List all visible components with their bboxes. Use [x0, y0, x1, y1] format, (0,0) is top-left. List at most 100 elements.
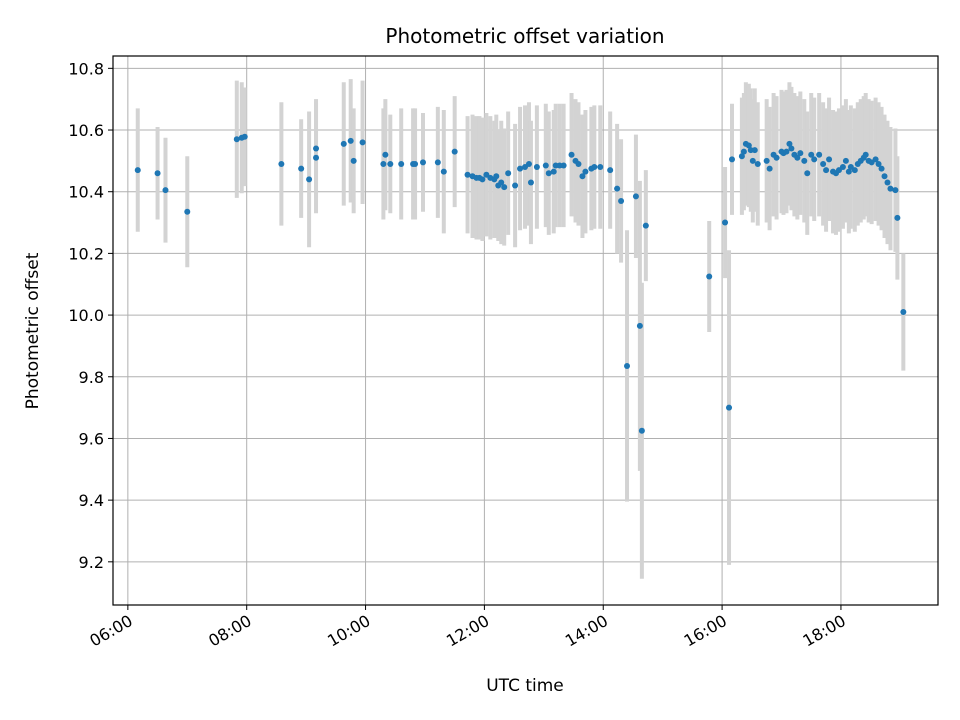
data-point	[878, 165, 885, 172]
data-point	[505, 170, 512, 177]
data-point	[862, 151, 869, 158]
data-point	[894, 214, 901, 221]
data-point	[766, 165, 773, 172]
data-point	[512, 182, 519, 189]
data-point	[773, 154, 780, 161]
data-point	[875, 160, 882, 167]
data-point	[134, 167, 141, 174]
data-point	[749, 157, 756, 164]
data-point	[350, 157, 357, 164]
plot-frame	[112, 55, 939, 606]
y-tick-label: 10.2	[68, 244, 104, 263]
data-point	[313, 154, 320, 161]
data-point	[706, 273, 713, 280]
data-point	[597, 164, 604, 171]
data-point	[607, 167, 614, 174]
data-point	[550, 168, 557, 175]
data-point	[387, 160, 394, 167]
data-point	[451, 148, 458, 155]
y-axis-ticks: 9.2 9.4 9.6 9.8 10.0 10.2 10.4 10.6 10.8	[68, 59, 113, 572]
data-point	[525, 160, 532, 167]
data-point	[419, 159, 426, 166]
data-point	[542, 162, 549, 169]
data-point	[728, 156, 735, 163]
data-point	[808, 151, 815, 158]
data-point	[726, 404, 733, 411]
y-tick-label: 10.6	[68, 121, 104, 140]
data-point	[479, 176, 486, 183]
data-point	[763, 157, 770, 164]
data-point	[738, 153, 745, 160]
data-point	[313, 145, 320, 152]
data-point	[786, 140, 793, 147]
data-point	[527, 179, 534, 186]
data-point	[380, 160, 387, 167]
data-point	[434, 159, 441, 166]
data-point	[851, 167, 858, 174]
data-point	[533, 164, 540, 171]
data-point	[154, 170, 161, 177]
data-point	[560, 162, 567, 169]
data-point	[842, 157, 849, 164]
data-point	[881, 173, 888, 180]
y-tick-label: 9.2	[79, 553, 104, 572]
y-tick-label: 9.6	[79, 429, 104, 448]
data-point	[820, 160, 827, 167]
data-point	[278, 160, 285, 167]
data-point	[579, 173, 586, 180]
data-point	[340, 140, 347, 147]
data-point	[241, 133, 248, 140]
data-point	[501, 184, 508, 191]
data-markers	[134, 133, 907, 434]
y-tick-label: 10.4	[68, 183, 104, 202]
data-point	[618, 197, 625, 204]
data-point	[745, 142, 752, 149]
data-point	[493, 173, 500, 180]
data-point	[545, 170, 552, 177]
data-point	[347, 137, 354, 144]
data-point	[642, 222, 649, 229]
data-point	[892, 187, 899, 194]
data-point	[754, 160, 761, 167]
data-point	[464, 171, 471, 178]
data-point	[794, 154, 801, 161]
data-point	[845, 168, 852, 175]
data-point	[184, 208, 191, 215]
data-point	[582, 168, 589, 175]
data-point	[887, 185, 894, 192]
data-point	[498, 179, 505, 186]
data-point	[575, 160, 582, 167]
data-point	[440, 168, 447, 175]
data-point	[801, 157, 808, 164]
data-point	[162, 187, 169, 194]
data-point	[636, 322, 643, 329]
data-point	[614, 185, 621, 192]
data-point	[412, 160, 419, 167]
y-tick-label: 10.0	[68, 306, 104, 325]
data-point	[398, 160, 405, 167]
data-point	[517, 165, 524, 172]
x-axis-title: UTC time	[486, 676, 564, 696]
data-point	[233, 136, 240, 143]
chart-title: Photometric offset variation	[385, 24, 664, 48]
data-point	[826, 156, 833, 163]
data-point	[751, 147, 758, 154]
data-point	[359, 139, 366, 146]
data-point	[872, 156, 879, 163]
data-point	[740, 148, 747, 155]
y-tick-label: 10.8	[68, 59, 104, 78]
data-point	[816, 151, 823, 158]
data-point	[811, 156, 818, 163]
data-point	[884, 179, 891, 186]
data-point	[624, 362, 631, 369]
data-point	[568, 151, 575, 158]
data-point	[298, 165, 305, 172]
data-point	[804, 170, 811, 177]
y-axis-title: Photometric offset	[23, 252, 43, 409]
data-point	[382, 151, 389, 158]
y-tick-label: 9.8	[79, 368, 104, 387]
data-point	[823, 167, 830, 174]
data-point	[638, 427, 645, 434]
data-point	[306, 176, 313, 183]
